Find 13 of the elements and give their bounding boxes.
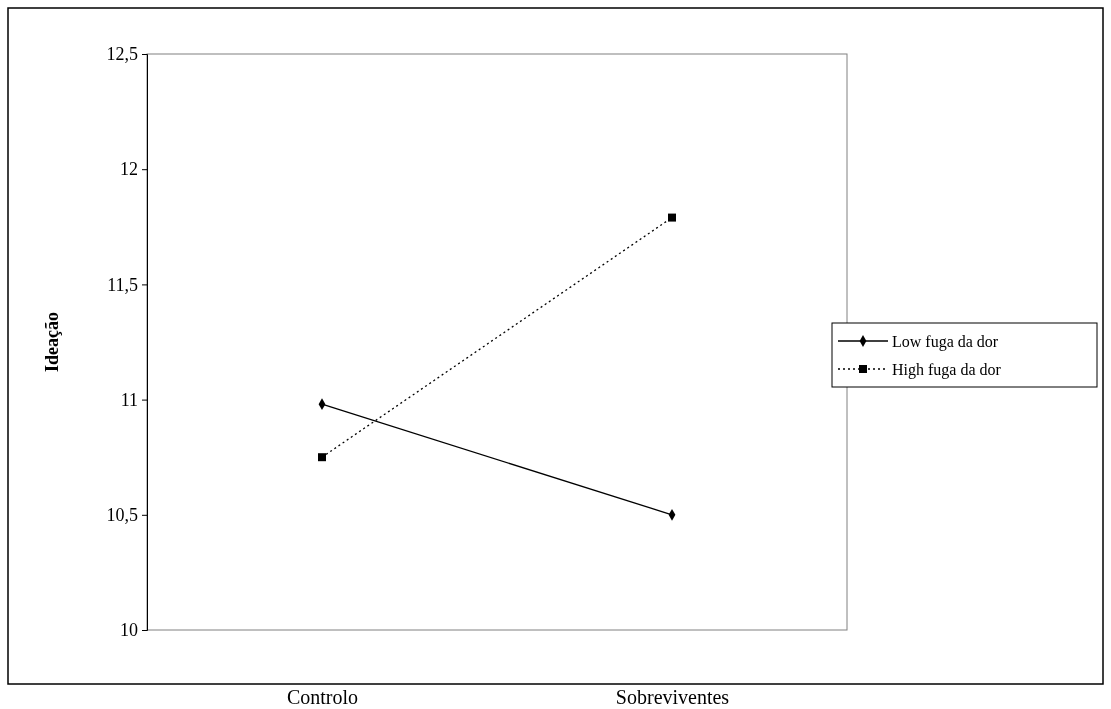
y-tick-label: 10,5 bbox=[106, 505, 138, 526]
point bbox=[318, 453, 326, 462]
x-tick-label: Controlo bbox=[286, 686, 359, 709]
y-tick-label: 11,5 bbox=[107, 274, 138, 295]
x-tick-label: Sobreviventes bbox=[615, 686, 730, 709]
y-tick-label: 12,5 bbox=[106, 44, 138, 65]
y-tick-label: 12 bbox=[120, 159, 138, 180]
y-axis-title: Ideação bbox=[42, 312, 62, 372]
y-tick-label: 11 bbox=[120, 389, 138, 410]
legend-label: Low fuga da dor bbox=[892, 332, 999, 351]
y-tick-label: 10 bbox=[120, 620, 138, 641]
legend-label: High fuga da dor bbox=[892, 360, 1002, 379]
point bbox=[668, 213, 676, 222]
